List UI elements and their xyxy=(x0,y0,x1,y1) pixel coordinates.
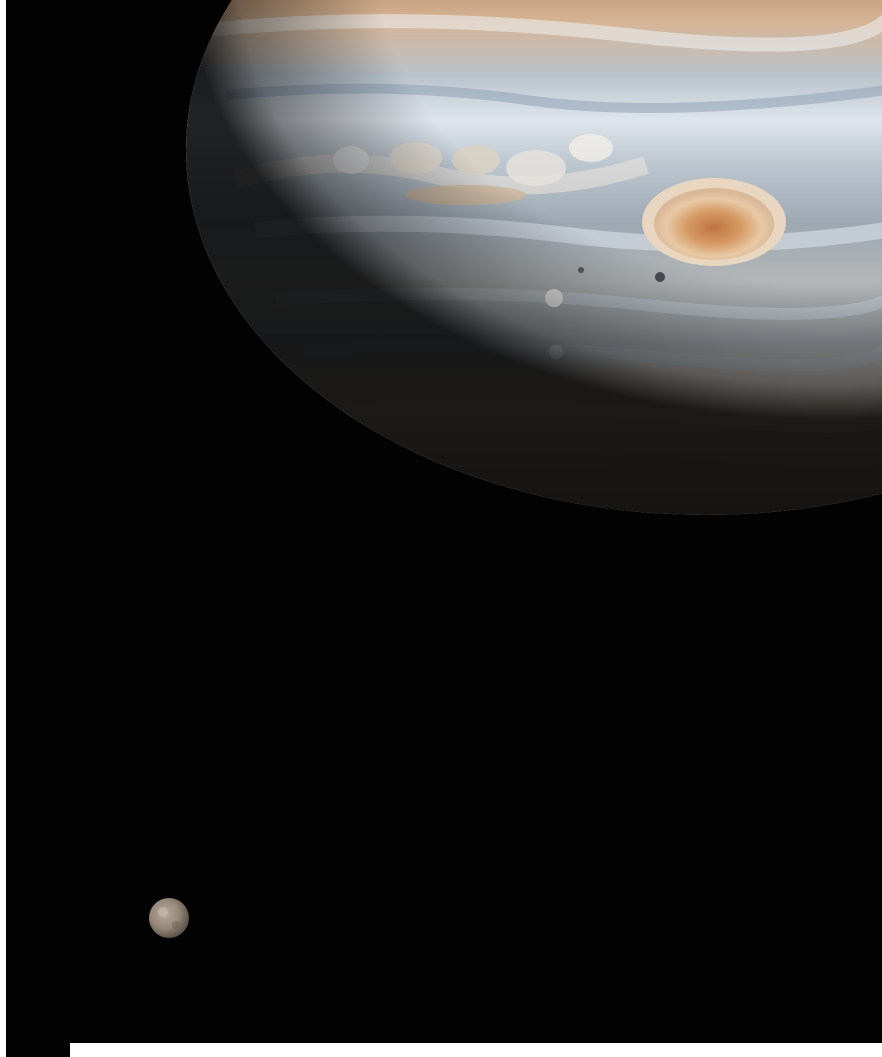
planet-jupiter xyxy=(186,0,882,515)
astronomy-scene xyxy=(149,0,882,938)
space-background xyxy=(6,0,882,1057)
moon-ganymede xyxy=(149,898,189,938)
bottom-frame-strip xyxy=(70,1043,882,1057)
